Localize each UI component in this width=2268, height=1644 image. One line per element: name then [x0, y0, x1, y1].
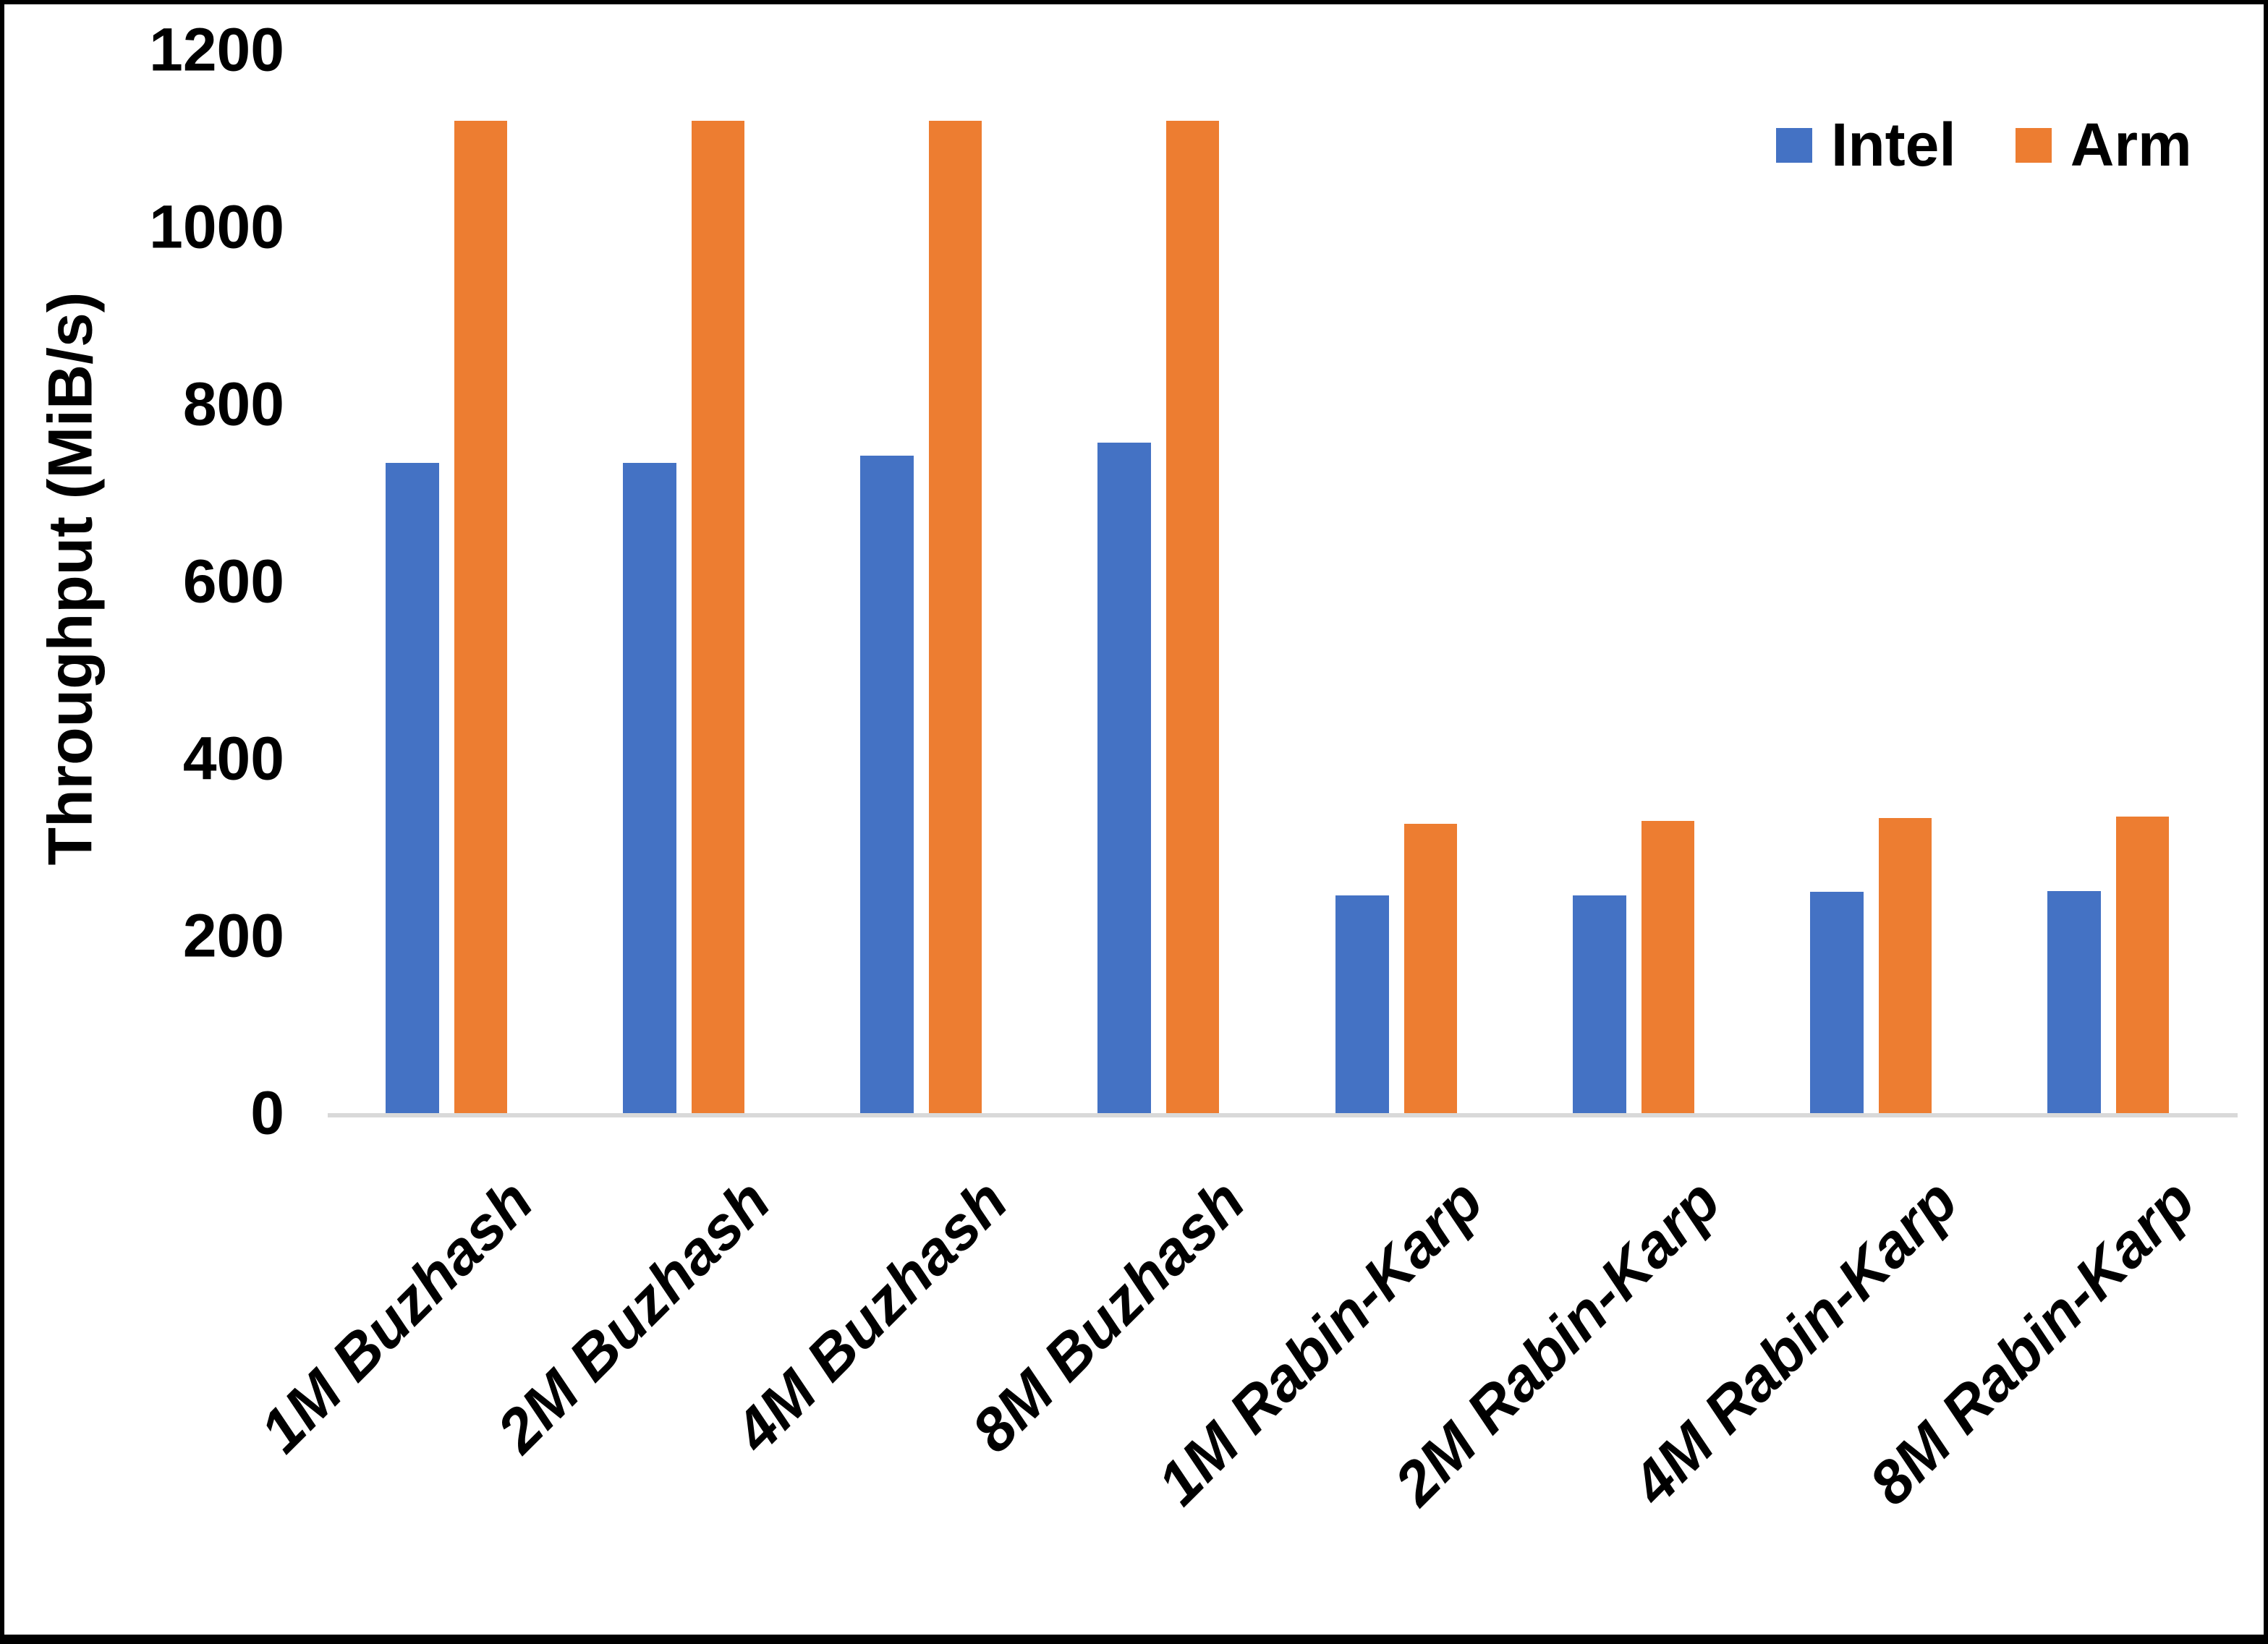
bar-arm-1m-buzhash — [454, 121, 507, 1113]
bar-intel-1m-rabin-karp — [1335, 895, 1389, 1113]
bar-intel-8m-rabin-karp — [2047, 890, 2101, 1113]
bar-arm-8m-rabin-karp — [2115, 816, 2169, 1113]
bar-arm-4m-buzhash — [929, 121, 982, 1113]
legend-item-intel: Intel — [1776, 110, 1956, 180]
bar-intel-4m-buzhash — [860, 456, 914, 1113]
bar-arm-4m-rabin-karp — [1878, 818, 1932, 1113]
bar-intel-4m-rabin-karp — [1809, 891, 1864, 1113]
y-tick-label-800: 800 — [182, 370, 284, 438]
frame-border-bottom — [0, 1635, 2268, 1644]
bar-arm-8m-buzhash — [1166, 121, 1220, 1113]
bar-intel-1m-buzhash — [386, 463, 439, 1113]
frame-border-right — [2264, 0, 2268, 1644]
y-tick-label-0: 0 — [250, 1078, 284, 1147]
bar-intel-2m-rabin-karp — [1572, 895, 1626, 1113]
y-tick-label-200: 200 — [182, 901, 284, 970]
y-tick-label-600: 600 — [182, 547, 284, 616]
y-tick-label-1000: 1000 — [149, 192, 284, 261]
y-tick-label-400: 400 — [182, 724, 284, 793]
y-tick-label-1200: 1200 — [149, 16, 284, 85]
bar-arm-2m-buzhash — [692, 121, 745, 1113]
frame-border-left — [0, 0, 4, 1644]
legend: Intel Arm — [1776, 110, 2192, 180]
legend-label-intel: Intel — [1831, 111, 1956, 179]
legend-item-arm: Arm — [2015, 110, 2192, 180]
legend-label-arm: Arm — [2070, 111, 2192, 179]
x-axis-line — [328, 1113, 2238, 1117]
bar-arm-1m-rabin-karp — [1403, 823, 1457, 1113]
bar-arm-2m-rabin-karp — [1641, 820, 1694, 1113]
legend-swatch-arm — [2015, 127, 2052, 163]
legend-swatch-intel — [1776, 127, 1812, 163]
bar-intel-2m-buzhash — [623, 463, 677, 1113]
frame-border-top — [0, 0, 2268, 4]
bar-intel-8m-buzhash — [1097, 442, 1152, 1113]
